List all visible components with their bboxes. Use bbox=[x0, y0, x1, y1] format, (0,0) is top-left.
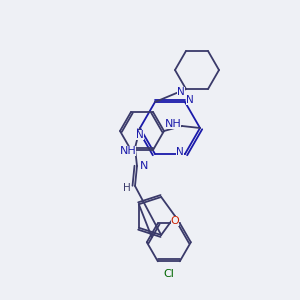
Text: H: H bbox=[123, 183, 131, 193]
Text: N: N bbox=[186, 95, 194, 105]
Text: Cl: Cl bbox=[164, 269, 174, 279]
Text: N: N bbox=[177, 87, 185, 97]
Text: O: O bbox=[171, 216, 179, 226]
Text: N: N bbox=[176, 147, 184, 157]
Text: NH: NH bbox=[120, 146, 136, 156]
Text: N: N bbox=[140, 161, 148, 171]
Text: N: N bbox=[136, 130, 144, 140]
Text: NH: NH bbox=[165, 119, 182, 129]
